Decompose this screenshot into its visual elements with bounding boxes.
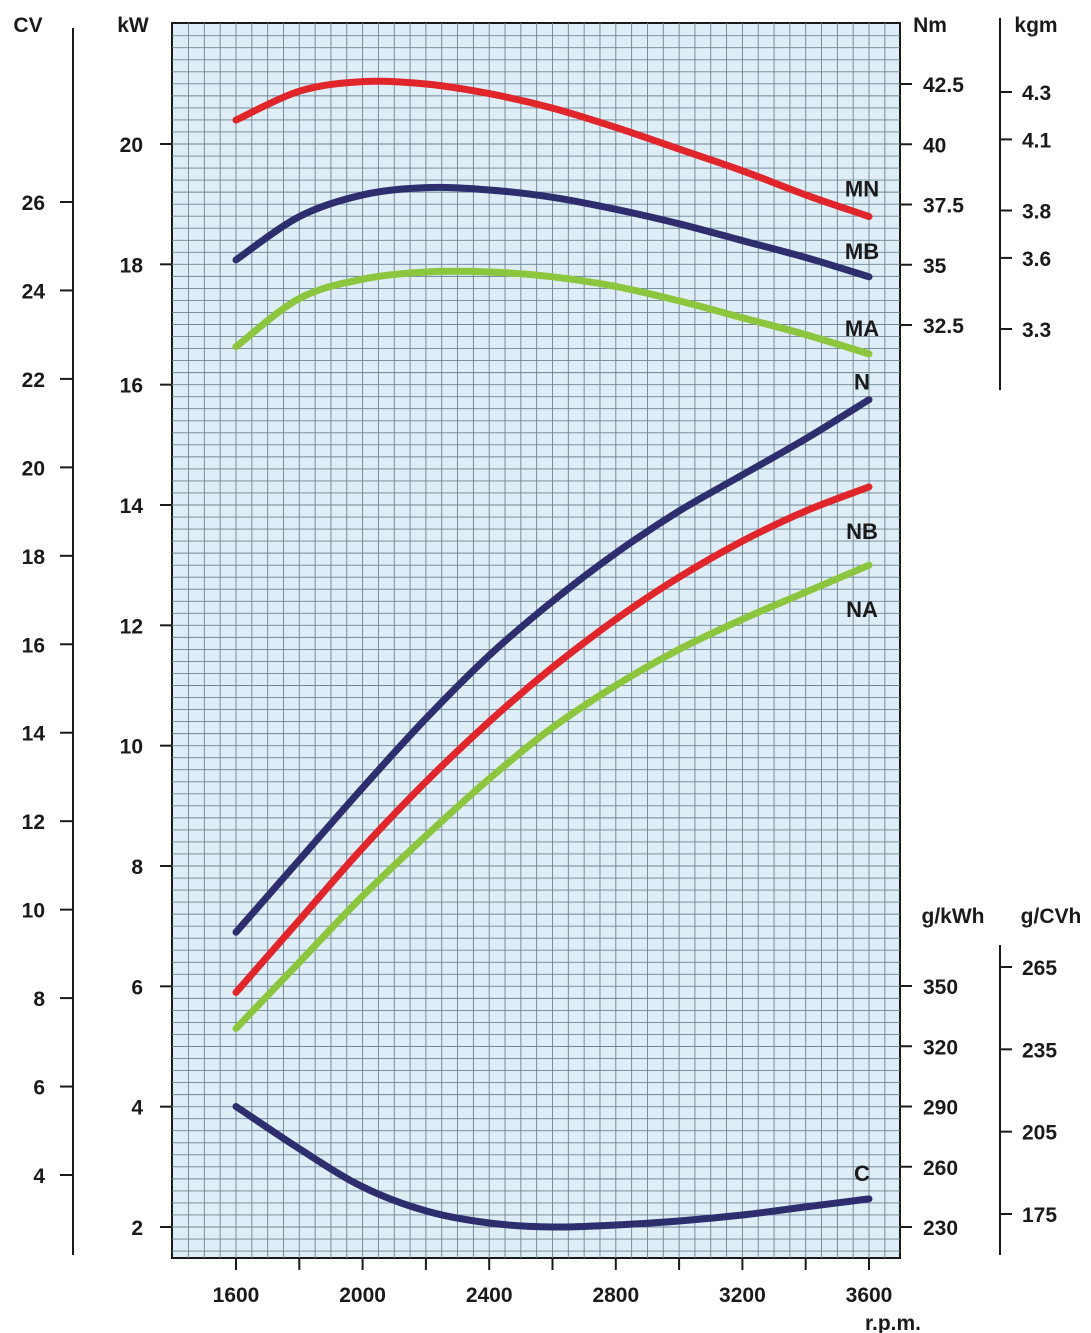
nm-tick-label: 40	[923, 134, 946, 157]
series-c-line	[232, 1103, 873, 1231]
kgm-tick-label: 3.3	[1022, 319, 1051, 342]
series-mb-line	[232, 183, 873, 281]
x-tick-label: 2800	[592, 1284, 639, 1307]
kgm-tick-label: 4.1	[1022, 129, 1052, 152]
x-tick-label: 3600	[846, 1284, 893, 1307]
cv-tick-label: 4	[33, 1165, 45, 1188]
cv-tick-label: 12	[22, 811, 45, 834]
cv-tick-label: 18	[22, 546, 46, 569]
nm-tick-label: 35	[923, 255, 947, 278]
series-na-line	[232, 561, 873, 1032]
gkwh-tick-label: 260	[923, 1157, 958, 1180]
kw-axis-label: kW	[117, 14, 149, 37]
series-nb-line	[232, 483, 873, 996]
kw-tick-label: 8	[131, 856, 143, 879]
x-tick-label: 2000	[339, 1284, 386, 1307]
gcvh-axis-label: g/CVh	[1021, 905, 1082, 928]
series-n-line	[232, 396, 873, 936]
series-mb-label: MB	[845, 239, 879, 264]
gkwh-axis-label: g/kWh	[922, 905, 985, 928]
cv-tick-label: 20	[22, 457, 45, 480]
series-nb-label: NB	[846, 519, 878, 544]
curves	[232, 77, 873, 1231]
gkwh-tick-label: 290	[923, 1097, 958, 1120]
series-ma-label: MA	[845, 316, 879, 341]
series-na-label: NA	[846, 597, 878, 622]
cv-tick-label: 6	[33, 1077, 45, 1100]
series-mn-label: MN	[845, 177, 879, 202]
kgm-axis-label: kgm	[1014, 14, 1057, 37]
nm-tick-label: 42.5	[923, 74, 964, 97]
series-mn-line	[232, 77, 873, 221]
kw-tick-label: 14	[120, 495, 144, 518]
gcvh-tick-label: 175	[1022, 1204, 1057, 1227]
x-tick-label: 3200	[719, 1284, 766, 1307]
grid	[172, 23, 900, 1258]
gcvh-tick-label: 235	[1022, 1039, 1057, 1062]
axes: 1600 2000 2400 2800 3200 3600r.p.m.2468101214…	[13, 14, 1081, 1333]
cv-tick-label: 24	[22, 280, 46, 303]
cv-tick-label: 26	[22, 192, 45, 215]
x-tick-label: 1600	[213, 1284, 260, 1307]
kw-tick-label: 18	[120, 254, 144, 277]
nm-tick-label: 37.5	[923, 195, 964, 218]
cv-tick-label: 8	[33, 988, 45, 1011]
series-n-label: N	[854, 370, 870, 395]
kw-tick-label: 20	[120, 134, 143, 157]
series-ma-line	[232, 267, 873, 358]
cv-axis-label: CV	[13, 14, 42, 37]
cv-tick-label: 16	[22, 634, 45, 657]
cv-tick-label: 22	[22, 369, 45, 392]
kgm-tick-label: 4.3	[1022, 82, 1051, 105]
gcvh-tick-label: 265	[1022, 957, 1057, 980]
x-tick-label: 2400	[466, 1284, 513, 1307]
kw-tick-label: 2	[131, 1217, 143, 1240]
kgm-tick-label: 3.6	[1022, 248, 1051, 271]
kw-tick-label: 4	[131, 1097, 143, 1120]
kw-tick-label: 16	[120, 375, 143, 398]
kgm-tick-label: 3.8	[1022, 201, 1052, 224]
gkwh-tick-label: 320	[923, 1036, 958, 1059]
nm-tick-label: 32.5	[923, 315, 964, 338]
kw-tick-label: 12	[120, 615, 143, 638]
cv-tick-label: 10	[22, 900, 45, 923]
nm-axis-label: Nm	[913, 14, 947, 37]
gcvh-tick-label: 205	[1022, 1122, 1057, 1145]
plot-area	[171, 22, 901, 1259]
gkwh-tick-label: 230	[923, 1217, 958, 1240]
kw-tick-label: 6	[131, 976, 143, 999]
series-c-label: C	[854, 1161, 870, 1186]
cv-tick-label: 14	[22, 723, 46, 746]
gkwh-tick-label: 350	[923, 976, 958, 999]
labels: MN MB MA N NB NA C	[845, 177, 879, 1186]
x-axis-label: r.p.m.	[865, 1312, 921, 1333]
kw-tick-label: 10	[120, 736, 143, 759]
